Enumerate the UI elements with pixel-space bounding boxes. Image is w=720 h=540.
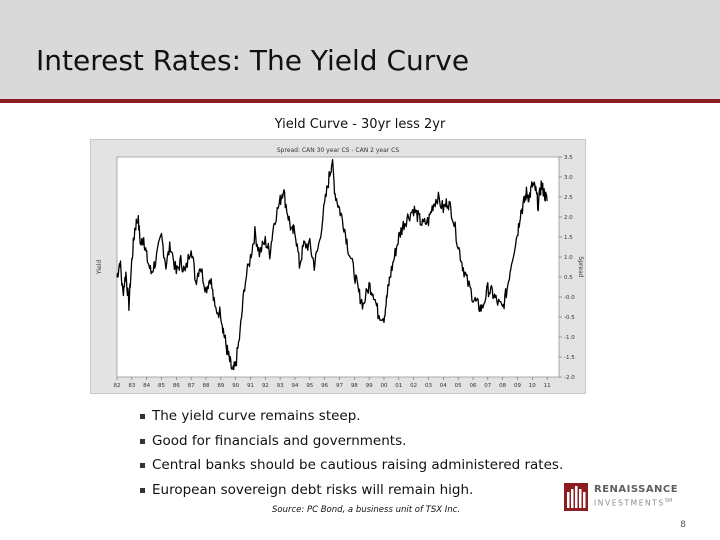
x-tick-label: 94 (291, 383, 298, 389)
y-axis-ticks: 3.5 3.0 2.5 2.0 1.5 1.0 0.5 -0.0 -0.5 -1.0 -1.5 -2.… (559, 155, 575, 381)
y-axis-label-right: Spread (577, 256, 584, 277)
x-tick-label: 96 (321, 383, 328, 389)
logo-text-primary: RENAISSANCE (594, 484, 679, 495)
x-tick-label: 11 (544, 383, 551, 389)
x-tick-label: 95 (306, 383, 313, 389)
title-bar: Interest Rates: The Yield Curve (0, 0, 720, 103)
bullet-item: The yield curve remains steep. (140, 404, 563, 429)
x-tick-label: 82 (114, 383, 121, 389)
x-tick-label: 02 (410, 383, 417, 389)
y-tick-label: -1.5 (564, 355, 575, 361)
bullet-text: Good for financials and governments. (152, 432, 407, 449)
y-tick-label: 3.0 (564, 175, 573, 181)
x-tick-label: 08 (499, 383, 506, 389)
series-layer (116, 159, 548, 371)
x-tick-label: 83 (128, 383, 135, 389)
slide-title: Interest Rates: The Yield Curve (36, 44, 470, 77)
y-tick-label: 1.5 (564, 235, 573, 241)
bullet-list: The yield curve remains steep. Good for … (140, 404, 563, 502)
logo-trademark: SM (664, 498, 673, 504)
chart-frame: Spread: CAN 30 year CS - CAN 2 year CS Y… (90, 139, 586, 394)
x-tick-label: 89 (217, 383, 224, 389)
x-tick-label: 10 (529, 383, 536, 389)
y-tick-label: 0.5 (564, 275, 573, 281)
x-tick-label: 91 (247, 383, 254, 389)
x-tick-label: 01 (395, 383, 402, 389)
x-tick-label: 07 (484, 383, 491, 389)
y-axis-label-left: Yield (96, 260, 103, 275)
x-tick-label: 84 (143, 383, 150, 389)
y-tick-label: -0.0 (564, 295, 575, 301)
chart-caption: Yield Curve - 30yr less 2yr (274, 117, 446, 132)
y-tick-label: -2.0 (564, 375, 575, 381)
bullet-square-icon (140, 414, 145, 419)
x-tick-label: 99 (366, 383, 373, 389)
y-tick-label: 2.5 (564, 195, 573, 201)
y-tick-label: -1.0 (564, 335, 575, 341)
x-tick-label: 90 (232, 383, 239, 389)
chart-title: Spread: CAN 30 year CS - CAN 2 year CS (277, 147, 399, 154)
bullet-square-icon (140, 487, 145, 493)
x-tick-label: 92 (262, 383, 269, 389)
yield-curve-chart: Spread: CAN 30 year CS - CAN 2 year CS Y… (96, 147, 584, 389)
bullet-text: The yield curve remains steep. (152, 408, 361, 424)
x-tick-label: 09 (514, 383, 521, 389)
y-tick-label: 2.0 (564, 215, 573, 221)
bullet-square-icon (140, 463, 145, 468)
bullet-item: Good for financials and governments. (140, 429, 563, 454)
bullet-text: Central banks should be cautious raising… (152, 457, 564, 473)
x-tick-label: 04 (440, 383, 447, 389)
bullet-item: European sovereign debt risks will remai… (140, 478, 563, 503)
x-tick-label: 88 (202, 383, 209, 389)
bullet-item: Central banks should be cautious raising… (140, 453, 563, 478)
x-tick-label: 85 (158, 383, 165, 389)
y-tick-label: -0.5 (564, 315, 575, 321)
y-tick-label: 3.5 (564, 155, 573, 161)
bullet-text: European sovereign debt risks will remai… (152, 481, 474, 498)
x-tick-label: 93 (277, 383, 284, 389)
x-tick-label: 05 (455, 383, 462, 389)
plot-area (116, 156, 560, 378)
company-logo: RENAISSANCE INVESTMENTSSM (564, 480, 694, 516)
x-tick-label: 06 (469, 383, 476, 389)
x-tick-label: 00 (380, 383, 387, 389)
spread-series-line (116, 159, 548, 371)
x-tick-label: 03 (425, 383, 432, 389)
logo-text-secondary: INVESTMENTSSM (594, 498, 673, 508)
x-tick-label: 98 (351, 383, 358, 389)
page-number: 8 (680, 520, 686, 530)
y-tick-label: 1.0 (564, 255, 573, 261)
logo-emblem-icon (564, 483, 588, 511)
source-note: Source: PC Bond, a business unit of TSX … (272, 505, 461, 515)
x-axis-ticks: 82 83 84 85 86 87 88 89 90 91 92 93 94 95 96 97 98 99 00 01… (114, 377, 551, 389)
x-tick-label: 86 (173, 383, 180, 389)
bullet-square-icon (140, 438, 145, 444)
x-tick-label: 97 (336, 383, 343, 389)
x-tick-label: 87 (188, 383, 195, 389)
